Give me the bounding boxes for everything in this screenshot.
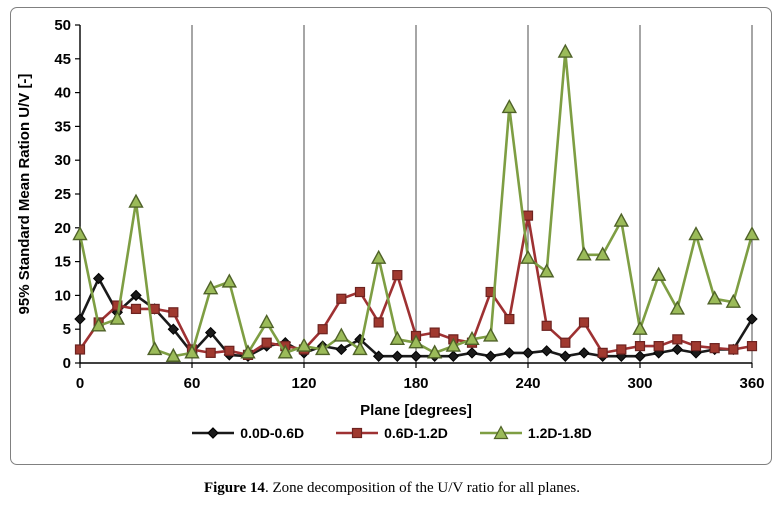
svg-text:45: 45 [54, 51, 71, 68]
figure-caption: Figure 14. Zone decomposition of the U/V… [0, 480, 784, 497]
legend-marker-square-icon [336, 427, 379, 439]
legend-item-0: 0.0D-0.6D [190, 425, 304, 441]
svg-text:35: 35 [54, 118, 71, 135]
svg-text:Plane [degrees]: Plane [degrees] [360, 402, 472, 419]
svg-text:25: 25 [54, 186, 71, 203]
svg-text:180: 180 [403, 375, 428, 392]
svg-text:10: 10 [54, 287, 71, 304]
legend-marker-triangle-icon [479, 425, 522, 440]
svg-text:5: 5 [63, 321, 71, 338]
svg-text:120: 120 [291, 375, 316, 392]
svg-text:40: 40 [54, 85, 71, 102]
legend-item-1: 0.6D-1.2D [334, 425, 448, 441]
svg-text:30: 30 [54, 152, 71, 169]
svg-text:240: 240 [515, 375, 540, 392]
svg-text:95% Standard Mean Ration U/V [: 95% Standard Mean Ration U/V [-] [16, 74, 33, 315]
svg-text:300: 300 [627, 375, 652, 392]
legend-item-2: 1.2D-1.8D [478, 425, 592, 441]
legend-label: 0.0D-0.6D [240, 425, 305, 441]
chart-legend: 0.0D-0.6D 0.6D-1.2D 1.2D-1.8D [11, 425, 771, 441]
line-chart: 0 5 10 15 20 25 30 35 40 45 50 0 60 120 180 240 300 360 95… [16, 17, 765, 419]
legend-label: 1.2D-1.8D [527, 425, 592, 441]
chart-frame: 0 5 10 15 20 25 30 35 40 45 50 0 60 120 180 240 300 360 95… [10, 7, 772, 465]
svg-text:50: 50 [54, 17, 71, 34]
svg-text:0: 0 [76, 375, 84, 392]
legend-label: 0.6D-1.2D [384, 425, 448, 441]
svg-text:360: 360 [739, 375, 764, 392]
svg-text:0: 0 [63, 355, 71, 372]
svg-text:20: 20 [54, 220, 71, 237]
caption-text: . Zone decomposition of the U/V ratio fo… [264, 480, 581, 496]
caption-figure-number: Figure 14 [203, 480, 265, 496]
svg-text:60: 60 [184, 375, 201, 392]
legend-marker-diamond-icon [192, 427, 235, 439]
svg-text:15: 15 [54, 254, 71, 271]
